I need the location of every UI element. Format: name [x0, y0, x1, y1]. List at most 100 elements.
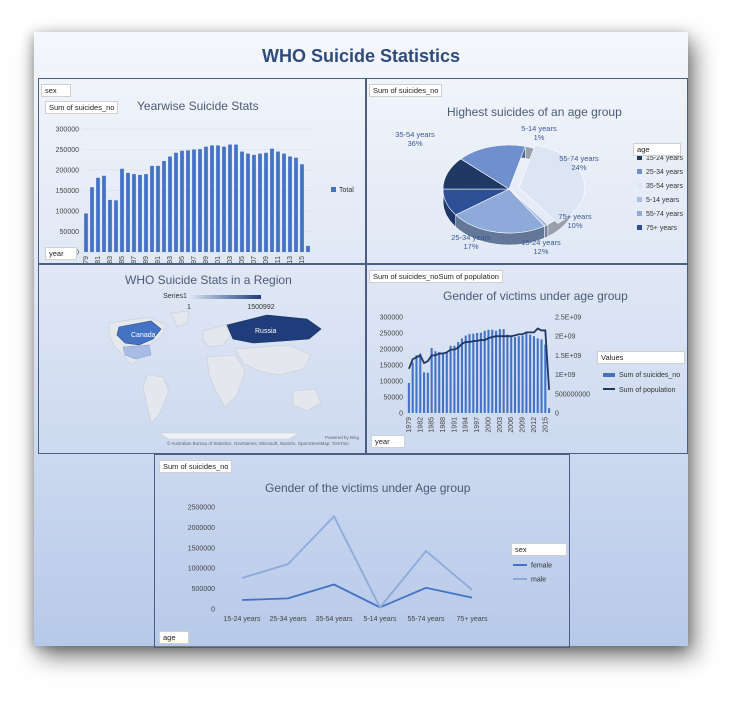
y2-tick-label: 0: [555, 411, 559, 418]
bar: [460, 338, 463, 413]
legend-swatch: [637, 197, 642, 202]
y2-tick-label: 500000000: [555, 391, 590, 398]
sex-filter-button[interactable]: sex: [41, 84, 71, 97]
asia-land: [234, 344, 312, 376]
bar: [457, 341, 460, 413]
bar: [540, 339, 543, 413]
bar: [282, 153, 286, 252]
bar: [529, 334, 532, 413]
bar: [294, 157, 298, 252]
sex-legend-title[interactable]: sex: [511, 543, 567, 556]
year-axis-button[interactable]: year: [45, 247, 77, 260]
x-tick-label: 1989: [143, 256, 150, 263]
russia-label: Russia: [255, 328, 277, 335]
year-axis-button[interactable]: year: [371, 435, 405, 448]
x-tick-label: 2012: [531, 417, 538, 433]
bar: [258, 153, 262, 252]
bar: [174, 152, 178, 252]
field-button[interactable]: Sum of suicides_no: [159, 460, 233, 473]
y-tick-label: 150000: [56, 188, 79, 195]
bar: [192, 149, 196, 252]
x-tick-label: 1979: [83, 256, 90, 263]
x-tick-label: 75+ years: [457, 616, 488, 623]
y-tick-label: 0: [75, 250, 79, 257]
slice-label: 75+ years: [558, 212, 591, 221]
canada-label: Canada: [131, 332, 156, 339]
field-button[interactable]: Sum of suicides_no: [369, 84, 443, 97]
slice-pct-label: 36%: [407, 139, 422, 148]
combo-panel: 0 50000 100000 150000 200000 250000 300000 0 500…: [366, 264, 688, 454]
age-axis-button[interactable]: age: [159, 631, 189, 644]
population-line: [408, 327, 551, 391]
x-tick-label: 2013: [287, 256, 294, 263]
bar: [162, 160, 166, 252]
y-tick-label: 1000000: [188, 566, 215, 573]
bar: [419, 353, 422, 413]
slice-pct-label: 12%: [533, 247, 548, 256]
bar: [228, 144, 232, 252]
y2-tick-label: 1.5E+09: [555, 353, 581, 360]
yearwise-title: Yearwise Suicide Stats: [137, 99, 259, 113]
antarctica-land: [157, 432, 301, 440]
field-button[interactable]: Sum of suicides_no: [45, 101, 119, 114]
map-legend-series: Series1: [163, 293, 187, 300]
y-tick-label: 200000: [56, 168, 79, 175]
bar: [453, 345, 456, 413]
legend-swatch: [637, 183, 642, 188]
legend-swatch: [331, 187, 336, 192]
y-tick-label: 0: [399, 411, 403, 418]
slice-label: 55-74 years: [559, 154, 599, 163]
bar: [306, 245, 310, 252]
africa-land: [206, 354, 246, 408]
y-tick-label: 250000: [380, 331, 403, 338]
bar: [246, 153, 250, 252]
map-panel: Series1 1 1500992 Canada Russia WHO Suicide …: [38, 264, 366, 454]
age-legend-title[interactable]: age: [633, 143, 681, 156]
bar: [438, 352, 441, 413]
bar: [102, 175, 106, 252]
bar: [288, 156, 292, 252]
bar: [502, 329, 505, 413]
bar: [491, 329, 494, 413]
bar: [445, 352, 448, 413]
legend-label: female: [531, 563, 552, 570]
bar: [464, 335, 467, 413]
south-america-land: [142, 374, 170, 424]
x-tick-label: 1997: [474, 417, 481, 433]
slice-label: 25-34 years: [451, 233, 491, 242]
y-tick-label: 2000000: [188, 525, 215, 532]
bar: [210, 145, 214, 252]
x-tick-label: 25-34 years: [270, 616, 307, 623]
y-tick-label: 100000: [380, 379, 403, 386]
bar: [449, 345, 452, 413]
y-tick-label: 150000: [380, 363, 403, 370]
y-tick-label: 300000: [56, 127, 79, 134]
x-tick-label: 2015: [299, 256, 306, 263]
y2-tick-label: 2.5E+09: [555, 315, 581, 322]
legend-label: 35-54 years: [646, 183, 683, 190]
x-tick-label: 1985: [119, 256, 126, 263]
y-tick-label: 200000: [380, 347, 403, 354]
x-tick-label: 35-54 years: [316, 616, 353, 623]
bar: [517, 336, 520, 413]
bar: [536, 338, 539, 413]
bar: [498, 329, 501, 413]
yearwise-panel: 0 50000 100000 150000 200000 250000 300000 1979…: [38, 78, 366, 264]
legend-label: 25-34 years: [646, 169, 683, 176]
legend-label: 15-24 years: [646, 155, 683, 162]
bar: [548, 408, 551, 413]
values-legend-title[interactable]: Values: [597, 351, 685, 364]
x-tick-label: 1995: [179, 256, 186, 263]
bar: [240, 151, 244, 252]
x-tick-label: 1979: [406, 417, 413, 433]
x-tick-label: 1994: [463, 417, 470, 433]
field-button[interactable]: Sum of suicides_noSum of population: [369, 270, 503, 283]
bar: [114, 200, 118, 252]
x-tick-label: 1982: [417, 417, 424, 433]
europe-land: [202, 324, 232, 348]
pie-slice-side: [544, 224, 549, 239]
pie-slice: [455, 188, 545, 234]
y-tick-label: 300000: [380, 315, 403, 322]
bar: [521, 335, 524, 413]
